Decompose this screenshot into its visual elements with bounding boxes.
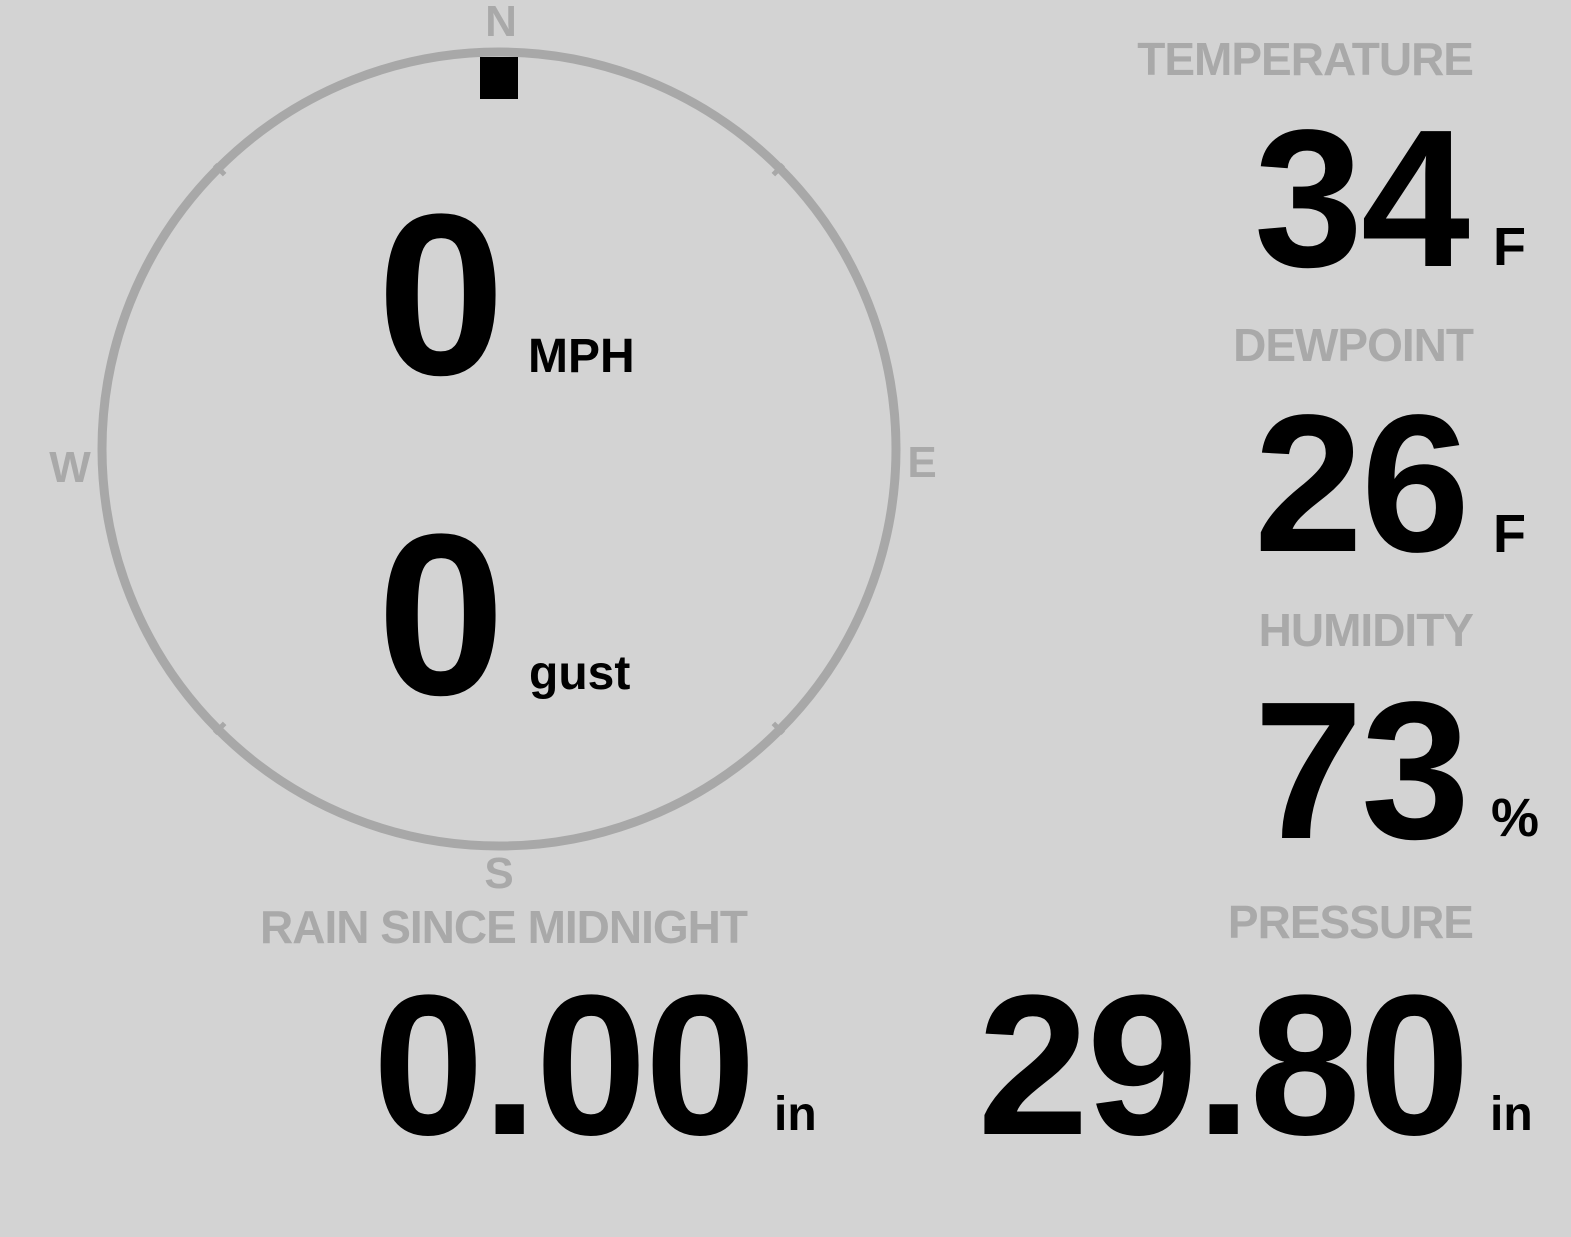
compass-ring <box>97 47 901 851</box>
humidity-value: 73 <box>1253 661 1470 880</box>
wind-speed-value: 0 <box>377 166 505 423</box>
rain-unit: in <box>774 1088 817 1141</box>
pressure-label: PRESSURE <box>1227 896 1474 948</box>
compass-tick <box>212 162 227 177</box>
rain-value: 0.00 <box>372 954 756 1177</box>
temperature-value: 34 <box>1253 89 1470 308</box>
compass-south: S <box>484 849 514 898</box>
wind-direction-marker <box>480 57 518 99</box>
compass-tick <box>771 721 786 736</box>
compass-ticks <box>212 162 786 736</box>
dewpoint-label: DEWPOINT <box>1233 319 1474 371</box>
compass-east: E <box>907 438 937 487</box>
compass-west: W <box>49 443 91 492</box>
rain-label: RAIN SINCE MIDNIGHT <box>260 901 748 953</box>
wind-speed-unit: MPH <box>528 330 635 383</box>
wind-gust-value: 0 <box>377 486 505 743</box>
temperature-unit: F <box>1493 217 1526 277</box>
pressure-value: 29.80 <box>977 954 1470 1177</box>
dewpoint-unit: F <box>1493 504 1526 564</box>
compass-tick <box>771 162 786 177</box>
compass-north: N <box>485 0 517 46</box>
humidity-label: HUMIDITY <box>1258 604 1474 656</box>
compass-tick <box>212 721 227 736</box>
wind-gust-label: gust <box>529 647 631 700</box>
dewpoint-value: 26 <box>1253 374 1470 593</box>
temperature-label: TEMPERATURE <box>1137 33 1474 85</box>
humidity-unit: % <box>1491 788 1540 848</box>
pressure-unit: in <box>1490 1088 1533 1141</box>
